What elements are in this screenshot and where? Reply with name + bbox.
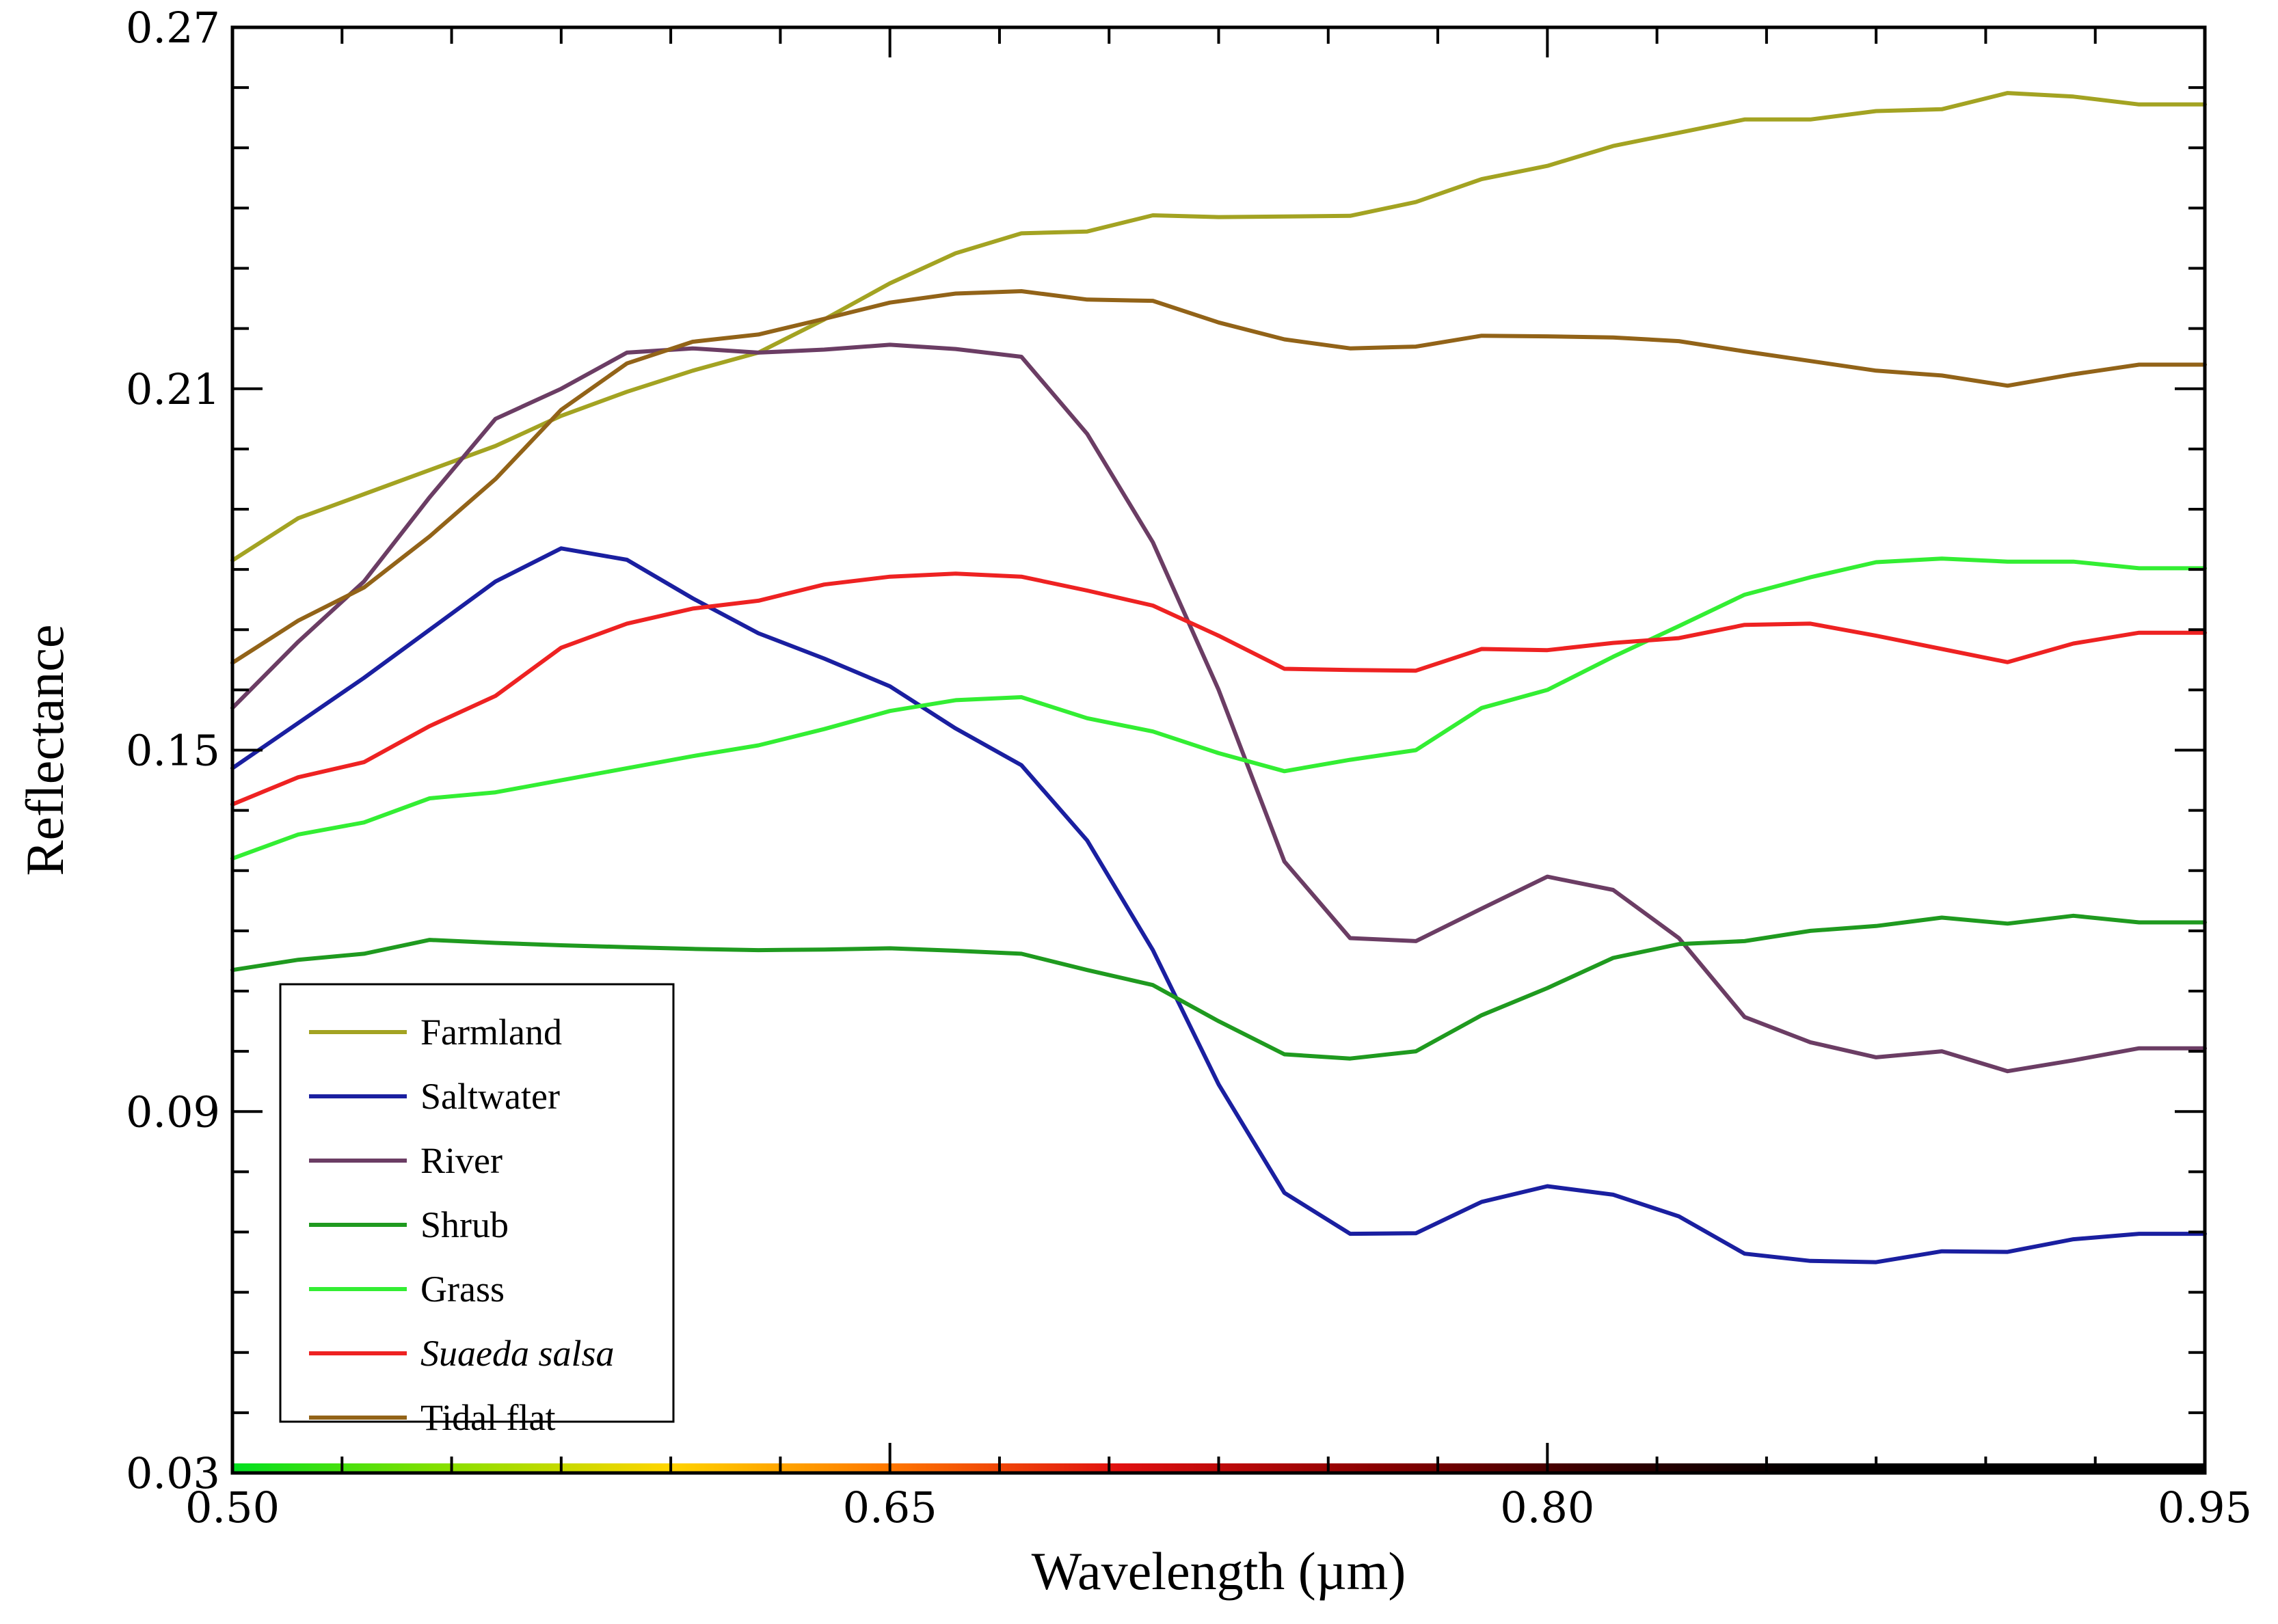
- x-axis-title: Wavelength (µm): [1032, 1541, 1406, 1601]
- legend-label: Saltwater: [420, 1076, 560, 1117]
- series-line-river: [230, 342, 2207, 1074]
- series-line-farmland: [230, 91, 2207, 563]
- legend-label: Grass: [420, 1269, 505, 1310]
- legend-item-farmland: Farmland: [309, 1012, 562, 1053]
- y-tick-label: 0.27: [126, 3, 220, 53]
- series-line-saltwater: [230, 546, 2207, 1264]
- x-tick-label: 0.65: [843, 1483, 937, 1532]
- series-line-suaeda-salsa: [230, 571, 2207, 807]
- minor-ticks: [232, 27, 2205, 1473]
- series-layer: [230, 91, 2207, 1264]
- legend-label: Shrub: [420, 1204, 509, 1245]
- y-axis-title: Reflectance: [15, 624, 75, 876]
- legend-item-grass: Grass: [309, 1269, 505, 1310]
- y-tick-label: 0.09: [126, 1087, 220, 1137]
- legend-items: Farmland Saltwater River Shrub Grass Suaeda s…: [309, 1012, 615, 1438]
- legend-item-saltwater: Saltwater: [309, 1076, 560, 1117]
- legend-box: [279, 983, 675, 1423]
- y-tick-label: 0.21: [126, 364, 220, 414]
- x-tick-label: 0.80: [1500, 1483, 1594, 1532]
- series-line-grass: [230, 556, 2207, 861]
- series-line-tidal-flat: [230, 289, 2207, 665]
- legend-item-river: River: [309, 1140, 502, 1181]
- y-tick-label: 0.15: [126, 726, 220, 776]
- legend-label: River: [420, 1140, 502, 1181]
- legend-item-suaeda-salsa: Suaeda salsa: [309, 1333, 615, 1374]
- x-tick-label: 0.95: [2158, 1483, 2252, 1532]
- legend-label: Suaeda salsa: [420, 1333, 615, 1374]
- plot-frame: [230, 25, 2207, 1475]
- x-tick-label: 0.50: [185, 1483, 280, 1532]
- legend-label: Tidal flat: [420, 1397, 556, 1438]
- legend: Farmland Saltwater River Shrub Grass Suaeda s…: [279, 983, 675, 1438]
- y-tick-labels: 0.03 0.09 0.15 0.21 0.27: [126, 3, 220, 1498]
- legend-label: Farmland: [420, 1012, 562, 1053]
- x-tick-labels: 0.50 0.65 0.80 0.95: [185, 1483, 2252, 1532]
- series-line-shrub: [230, 913, 2207, 1061]
- legend-item-shrub: Shrub: [309, 1204, 509, 1245]
- legend-item-tidal-flat: Tidal flat: [309, 1397, 556, 1438]
- y-tick-label: 0.03: [126, 1448, 220, 1498]
